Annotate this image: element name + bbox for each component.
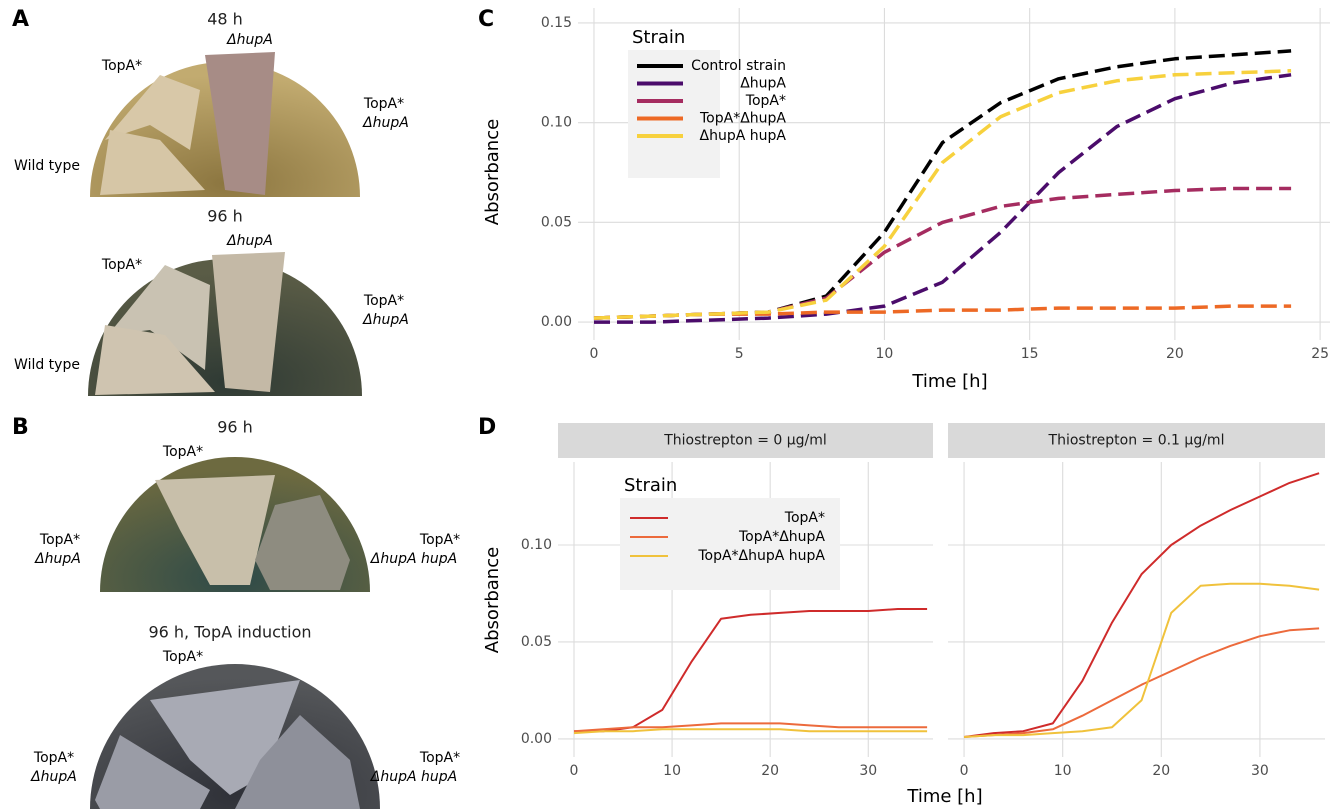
y-tick-label: 0.05 bbox=[521, 634, 552, 650]
series-line bbox=[594, 306, 1291, 318]
plate-label: TopA* bbox=[419, 532, 460, 548]
panel-letter: A bbox=[12, 7, 29, 32]
plate-label: ΔhupA bbox=[226, 32, 273, 48]
panel-letter: C bbox=[478, 7, 494, 32]
plate-label: ΔhupA hupA bbox=[370, 769, 457, 785]
y-axis-title: Absorbance bbox=[482, 119, 503, 225]
series-line bbox=[594, 189, 1291, 319]
legend-label: ΔhupA bbox=[740, 76, 786, 92]
x-tick-label: 0 bbox=[960, 763, 969, 779]
x-tick-label: 25 bbox=[1311, 346, 1329, 362]
x-tick-label: 30 bbox=[859, 763, 877, 779]
legend-title: Strain bbox=[632, 27, 685, 48]
plate-label: ΔhupA bbox=[34, 551, 81, 567]
figure: A B C D 48 h ΔhupA TopA* TopA* ΔhupA Wil… bbox=[0, 0, 1341, 809]
plate-label: TopA* bbox=[419, 750, 460, 766]
y-tick-label: 0.00 bbox=[541, 314, 572, 330]
y-tick-label: 0.05 bbox=[541, 214, 572, 230]
series-line bbox=[964, 628, 1319, 737]
y-tick-label: 0.15 bbox=[541, 15, 572, 31]
x-tick-label: 0 bbox=[590, 346, 599, 362]
x-tick-label: 10 bbox=[1054, 763, 1072, 779]
panel-letter: D bbox=[478, 415, 496, 440]
y-tick-label: 0.00 bbox=[521, 731, 552, 747]
panel-letter: B bbox=[12, 415, 29, 440]
legend-label: Control strain bbox=[691, 58, 786, 74]
x-axis-title: Time [h] bbox=[906, 786, 982, 807]
plate-label: Wild type bbox=[14, 158, 80, 174]
y-tick-label: 0.10 bbox=[521, 537, 552, 553]
plate-label: TopA* bbox=[33, 750, 74, 766]
series-line bbox=[574, 729, 927, 733]
page: A B C D 48 h ΔhupA TopA* TopA* ΔhupA Wil… bbox=[0, 0, 1341, 809]
plate-label: ΔhupA bbox=[226, 233, 273, 249]
x-tick-label: 30 bbox=[1251, 763, 1269, 779]
plate-label: Wild type bbox=[14, 357, 80, 373]
plate-title: 48 h bbox=[207, 10, 243, 29]
x-tick-label: 15 bbox=[1021, 346, 1039, 362]
plate-label: TopA* bbox=[162, 444, 203, 460]
legend-label: TopA* bbox=[745, 93, 786, 109]
plate-title: 96 h, TopA induction bbox=[148, 623, 311, 642]
x-tick-label: 10 bbox=[876, 346, 894, 362]
plate-label: TopA* bbox=[39, 532, 80, 548]
legend-title: Strain bbox=[624, 475, 677, 496]
series-line bbox=[964, 584, 1319, 737]
plate-label: TopA* bbox=[101, 58, 142, 74]
series-line bbox=[574, 609, 927, 731]
plate-title: 96 h bbox=[207, 207, 243, 226]
plate-label: TopA* bbox=[363, 293, 404, 309]
x-tick-label: 10 bbox=[663, 763, 681, 779]
legend-label: ΔhupA hupA bbox=[700, 128, 787, 144]
plate-label: TopA* bbox=[101, 257, 142, 273]
x-tick-label: 0 bbox=[570, 763, 579, 779]
facet-title: Thiostrepton = 0.1 μg/ml bbox=[1048, 433, 1225, 449]
plate-label: ΔhupA hupA bbox=[370, 551, 457, 567]
legend-label: TopA*ΔhupA hupA bbox=[697, 548, 825, 564]
x-axis-title: Time [h] bbox=[911, 371, 987, 392]
plate-label: TopA* bbox=[363, 96, 404, 112]
x-tick-label: 20 bbox=[761, 763, 779, 779]
plate-label: ΔhupA bbox=[30, 769, 77, 785]
plate-title: 96 h bbox=[217, 418, 253, 437]
plate-label: ΔhupA bbox=[362, 312, 409, 328]
x-tick-label: 5 bbox=[735, 346, 744, 362]
facet-title: Thiostrepton = 0 μg/ml bbox=[663, 433, 827, 449]
plate-label: ΔhupA bbox=[362, 115, 409, 131]
y-tick-label: 0.10 bbox=[541, 115, 572, 131]
x-tick-label: 20 bbox=[1152, 763, 1170, 779]
y-axis-title: Absorbance bbox=[482, 547, 503, 653]
plate-label: TopA* bbox=[162, 649, 203, 665]
x-tick-label: 20 bbox=[1166, 346, 1184, 362]
legend-label: TopA*ΔhupA bbox=[738, 529, 825, 545]
legend-label: TopA* bbox=[784, 510, 825, 526]
legend-label: TopA*ΔhupA bbox=[699, 111, 786, 127]
